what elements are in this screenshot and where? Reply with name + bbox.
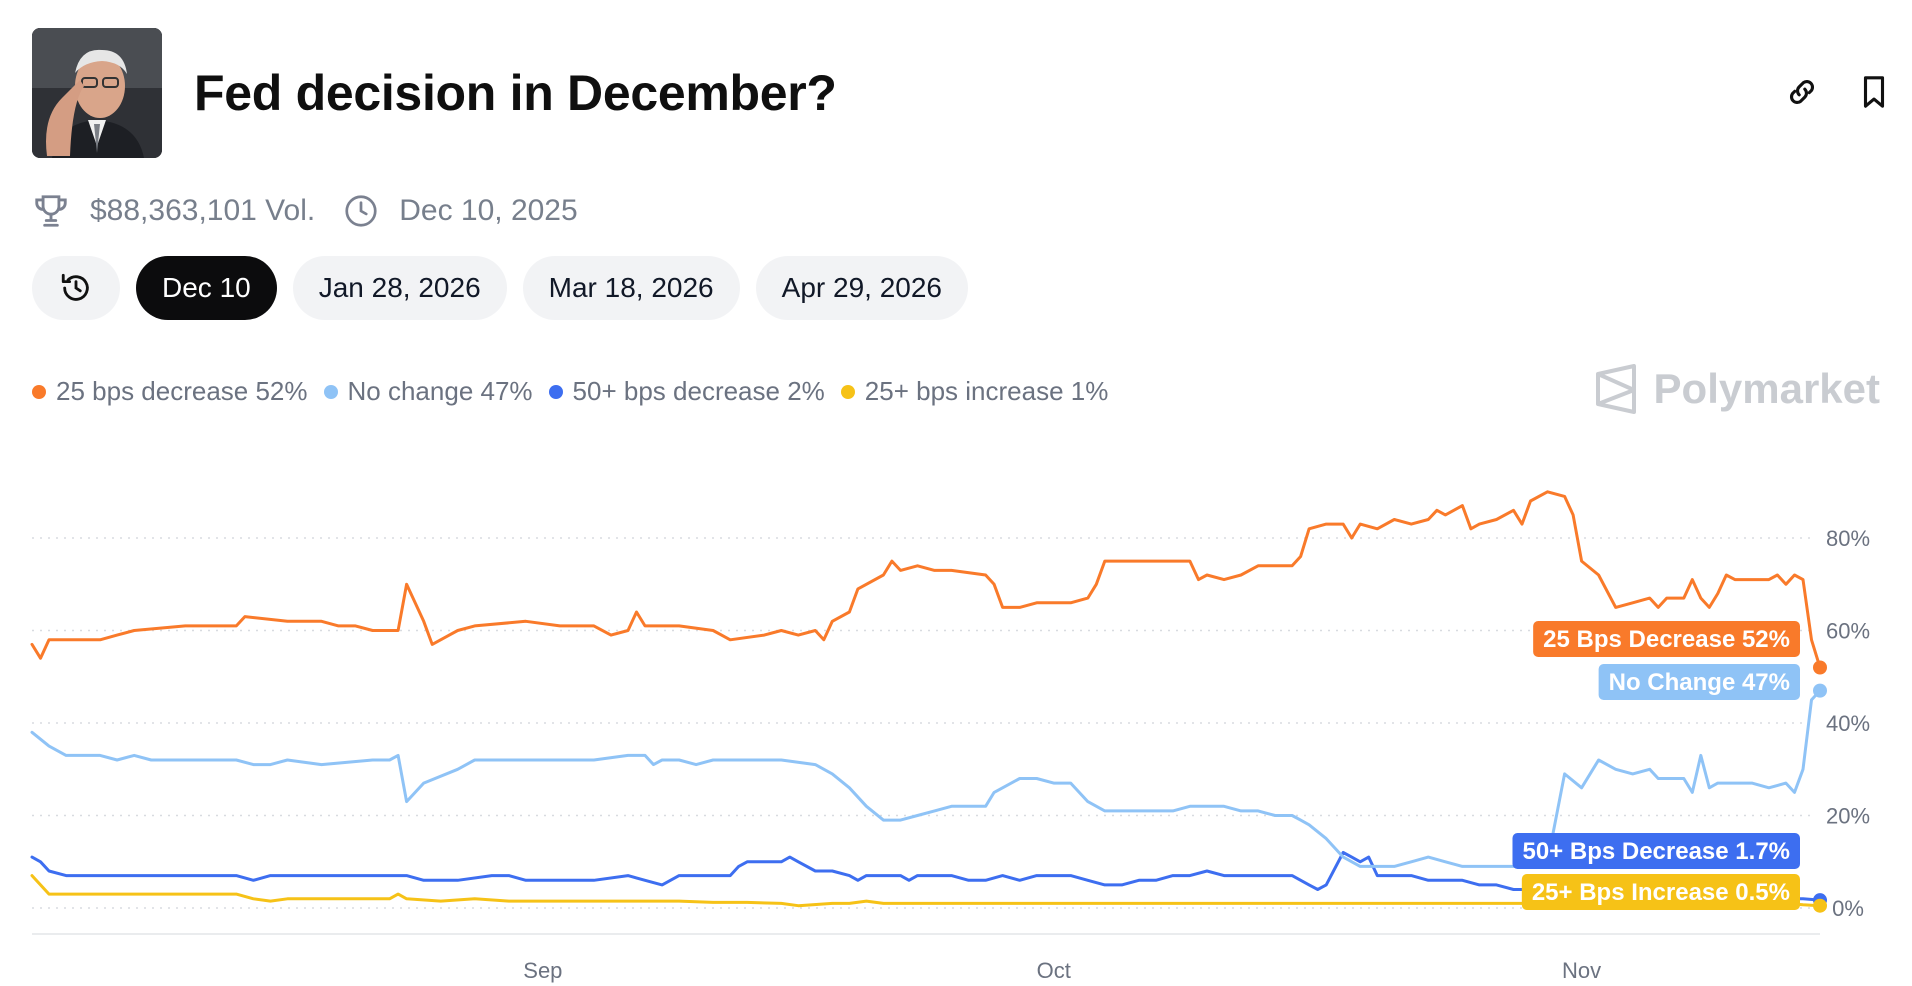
end-label-text: No Change 47%: [1609, 669, 1790, 696]
series-end-dot: [1813, 660, 1827, 675]
clock-icon: [345, 195, 377, 227]
legend-item-no-change: No change 47%: [323, 376, 533, 407]
history-button[interactable]: [32, 256, 120, 320]
y-tick-label: 40%: [1826, 711, 1870, 736]
x-tick-label: Nov: [1562, 958, 1601, 983]
end-label-badge: [1598, 664, 1800, 700]
bookmark-button[interactable]: [1850, 68, 1898, 116]
end-date-text: Dec 10, 2025: [399, 194, 578, 227]
end-label-badge: [1521, 874, 1800, 910]
bookmark-icon: [1863, 76, 1885, 108]
polymarket-watermark: Polymarket: [1594, 364, 1880, 414]
y-tick-label: 0%: [1832, 896, 1864, 921]
probability-chart: 0% 20% 40% 60% 80% Sep Oct Nov 25 Bps Decrease…: [30, 490, 1870, 983]
date-pills: Dec 10 Jan 28, 2026 Mar 18, 2026 Apr 29,…: [32, 256, 984, 320]
series-lines: [30, 490, 1822, 908]
series-end-dot: [1813, 683, 1827, 698]
series-line-no-change: [30, 689, 1822, 868]
link-icon: [1789, 79, 1815, 105]
trophy-icon: [35, 195, 67, 227]
series-line-50-bps-decrease: [30, 851, 1822, 902]
series-line-25-bps-increase: [30, 874, 1822, 908]
end-label-text: 25+ Bps Increase 0.5%: [1532, 879, 1790, 906]
series-end-dot: [1813, 898, 1827, 913]
person-portrait-icon: [32, 28, 162, 158]
pill-dec-10[interactable]: Dec 10: [136, 256, 277, 320]
y-tick-label: 20%: [1826, 804, 1870, 829]
series-end-tags: 25 Bps Decrease 52% No Change 47% 50+ Bps …: [1512, 621, 1827, 913]
legend-item-25-bps-increase: 25+ bps increase 1%: [840, 376, 1109, 407]
legend-dot: [548, 384, 563, 399]
pill-jan-28-2026[interactable]: Jan 28, 2026: [292, 256, 507, 320]
volume-info: $88,363,101 Vol.: [32, 192, 315, 230]
end-date-info: Dec 10, 2025: [343, 193, 578, 229]
legend-label: No change 47%: [347, 376, 533, 406]
market-header: Fed decision in December?: [32, 28, 1885, 158]
legend-dot: [32, 384, 46, 399]
pill-mar-18-2026[interactable]: Mar 18, 2026: [522, 256, 740, 320]
end-label-badge: [1533, 621, 1800, 657]
chart-legend: 25 bps decrease 52% No change 47% 50+ bp…: [32, 376, 1124, 407]
market-thumbnail: [32, 28, 162, 158]
legend-dot: [323, 384, 338, 399]
y-tick-label: 60%: [1826, 619, 1870, 644]
volume-text: $88,363,101 Vol.: [90, 194, 316, 227]
legend-dot: [840, 384, 855, 399]
y-axis-labels: 0% 20% 40% 60% 80%: [1826, 526, 1870, 921]
market-meta: $88,363,101 Vol. Dec 10, 2025: [32, 186, 606, 236]
legend-label: 25+ bps increase 1%: [864, 376, 1109, 406]
x-tick-label: Sep: [523, 958, 562, 983]
history-icon: [61, 273, 89, 301]
end-label-text: 50+ Bps Decrease 1.7%: [1522, 838, 1790, 865]
x-axis-labels: Sep Oct Nov: [523, 958, 1601, 983]
pill-apr-29-2026[interactable]: Apr 29, 2026: [755, 256, 968, 320]
market-title: Fed decision in December?: [194, 65, 837, 121]
polymarket-logo-icon: [1595, 364, 1636, 414]
legend-label: 50+ bps decrease 2%: [572, 376, 825, 406]
legend-item-25-bps-decrease: 25 bps decrease 52%: [32, 376, 308, 407]
end-label-badge: [1512, 833, 1800, 869]
copy-link-button[interactable]: [1778, 68, 1826, 116]
brand-name: Polymarket: [1653, 365, 1880, 412]
series-line-25-bps-decrease: [30, 490, 1822, 669]
y-tick-label: 80%: [1826, 526, 1870, 551]
legend-item-50-bps-decrease: 50+ bps decrease 2%: [548, 376, 825, 407]
x-tick-label: Oct: [1037, 958, 1071, 983]
end-label-text: 25 Bps Decrease 52%: [1543, 626, 1790, 653]
legend-label: 25 bps decrease 52%: [56, 376, 308, 406]
